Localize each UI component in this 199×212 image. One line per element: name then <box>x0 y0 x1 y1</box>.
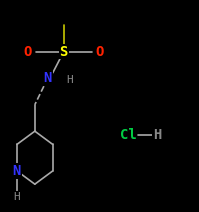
Text: H: H <box>153 128 161 142</box>
Text: H: H <box>14 192 20 202</box>
Text: H: H <box>66 75 73 85</box>
Text: O: O <box>95 45 104 59</box>
Text: S: S <box>60 45 68 59</box>
Text: N: N <box>44 71 52 85</box>
Text: N: N <box>13 164 21 178</box>
Text: O: O <box>24 45 32 59</box>
Text: Cl: Cl <box>120 128 137 142</box>
